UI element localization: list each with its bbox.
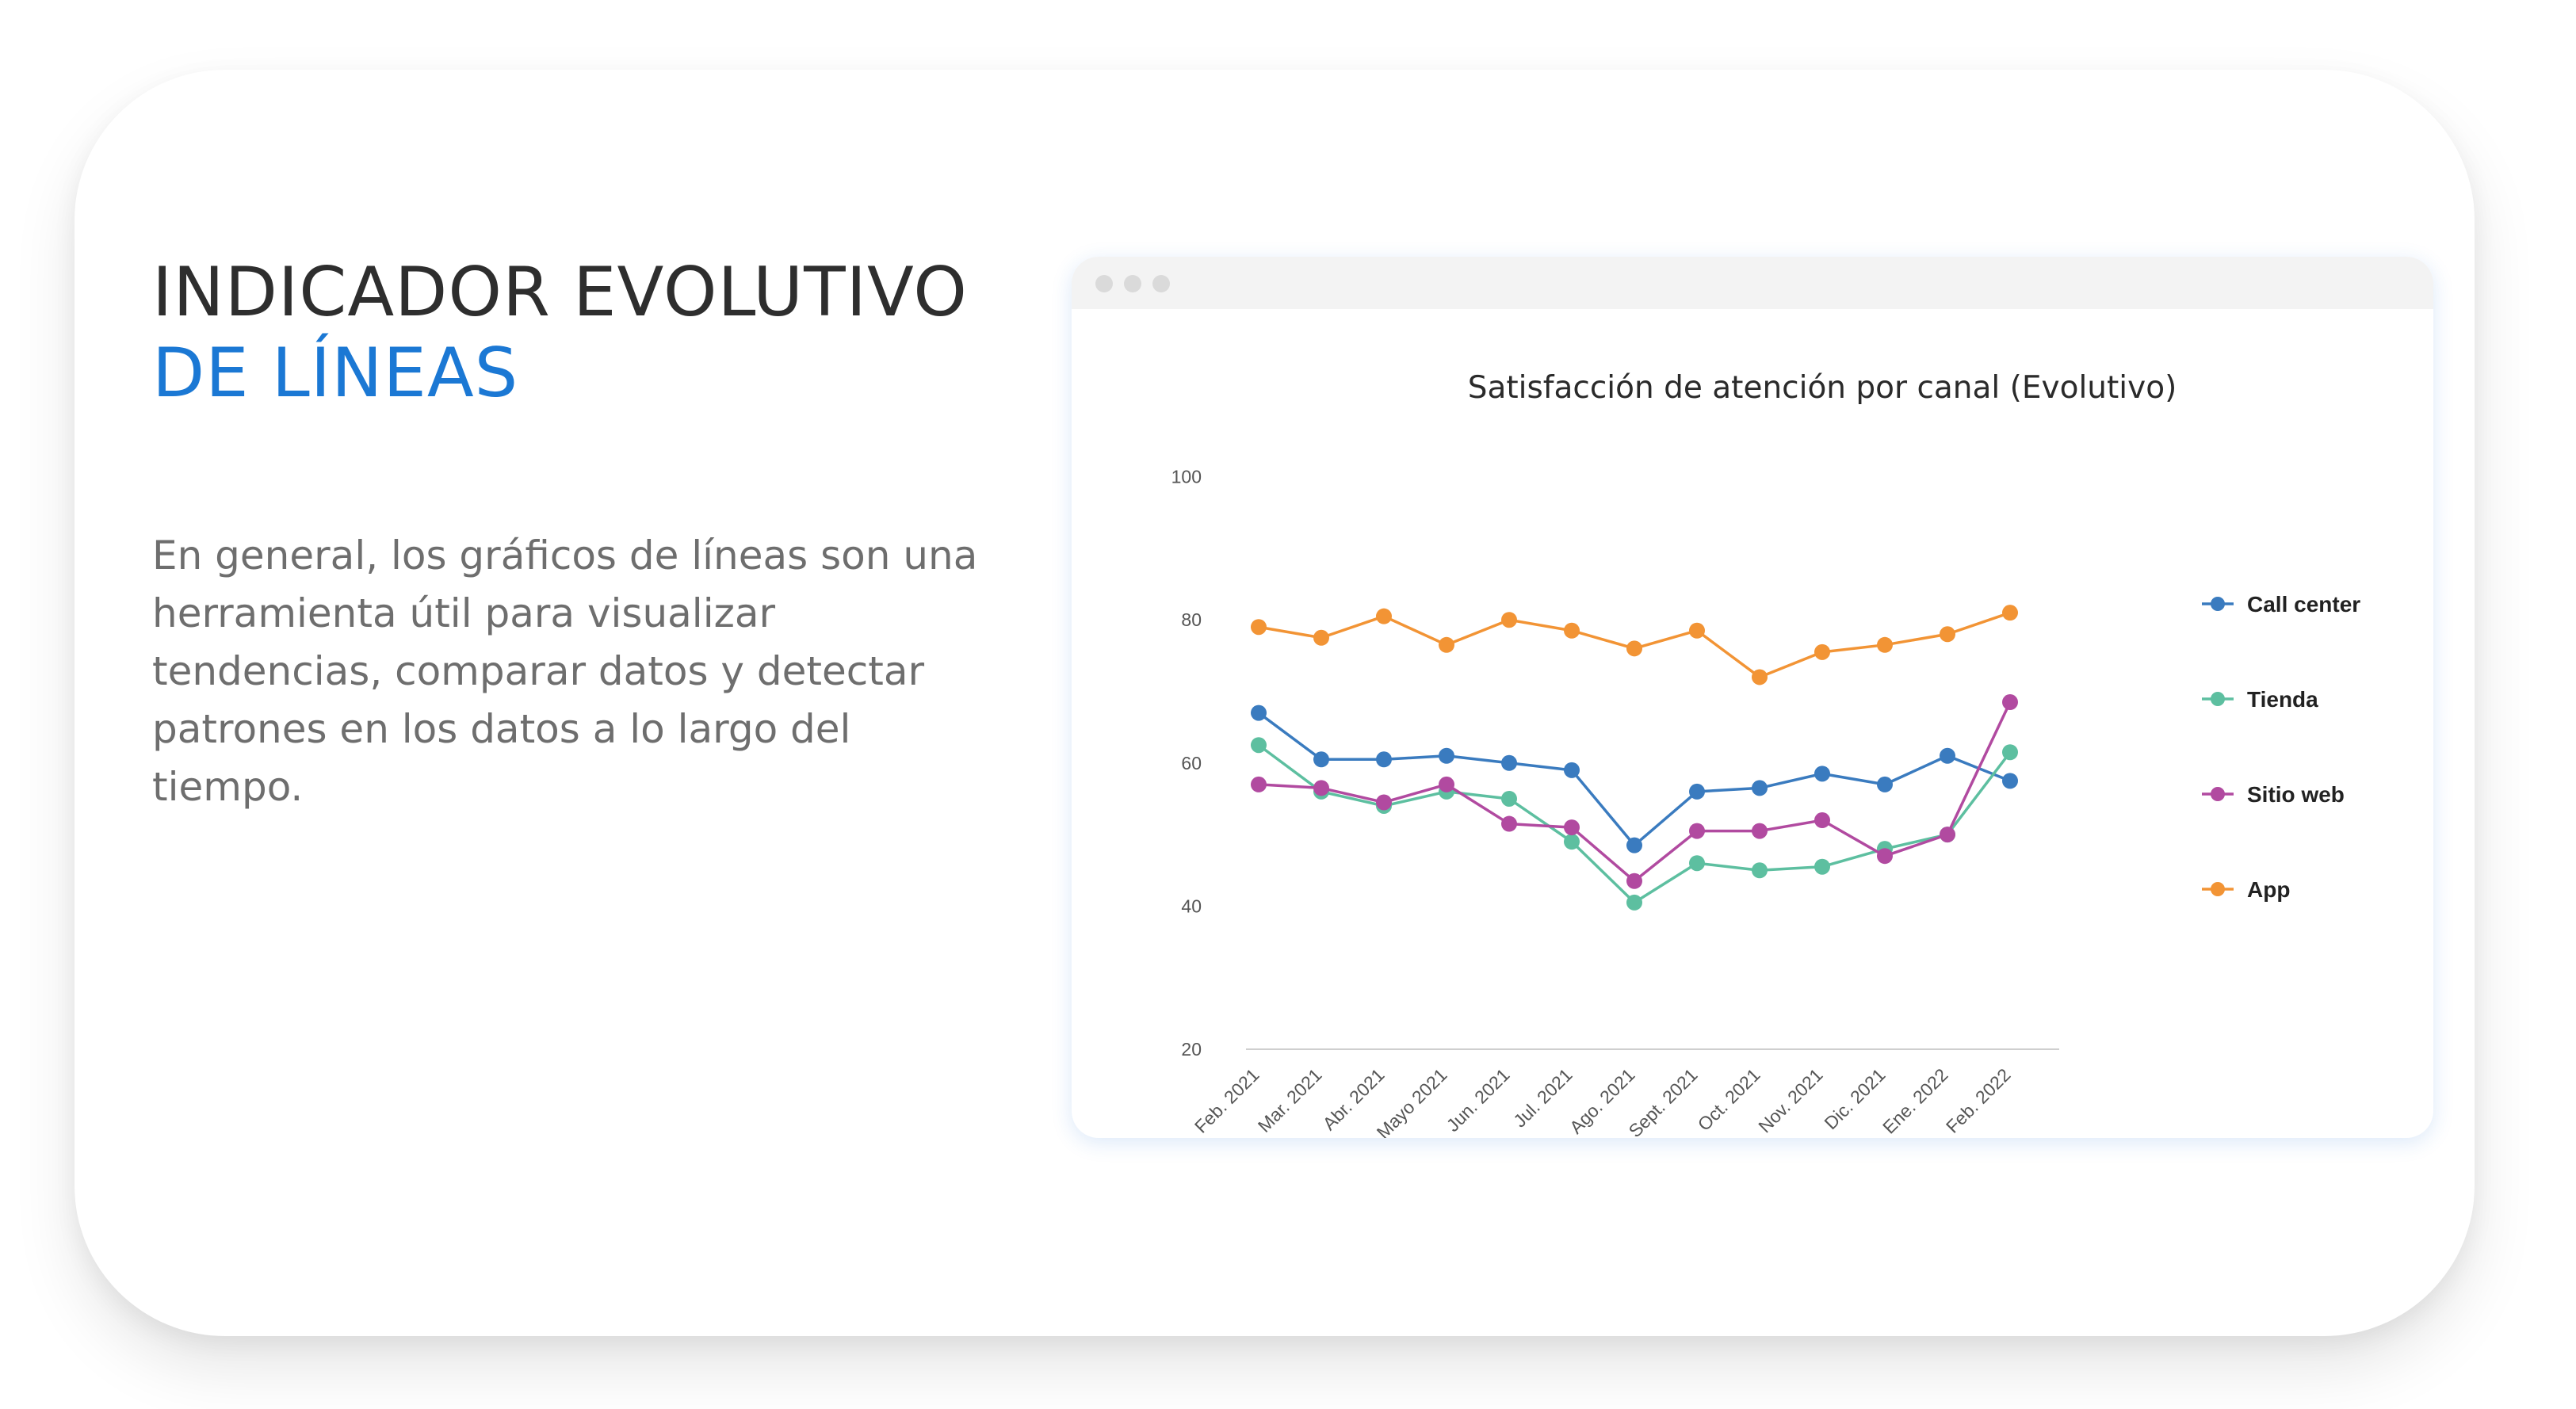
y-axis: 20 40 60 80 100 bbox=[1171, 467, 1202, 1060]
y-tick-label: 80 bbox=[1181, 609, 1202, 630]
data-point-app bbox=[1940, 626, 1955, 643]
window-dot-icon bbox=[1152, 275, 1170, 292]
data-point-sitio-web bbox=[1626, 873, 1642, 889]
y-tick-label: 60 bbox=[1181, 753, 1202, 773]
y-tick-label: 20 bbox=[1181, 1039, 1202, 1060]
data-point-call-center bbox=[1439, 747, 1454, 764]
data-point-call-center bbox=[1376, 751, 1392, 768]
x-tick-label: Sept. 2021 bbox=[1624, 1064, 1701, 1138]
legend-label-app: App bbox=[2247, 877, 2290, 902]
data-point-app bbox=[1752, 669, 1768, 685]
legend-marker-sitio-web bbox=[2211, 787, 2225, 801]
data-point-app bbox=[1313, 629, 1329, 646]
data-point-app bbox=[1689, 622, 1705, 639]
data-point-app bbox=[1564, 622, 1580, 639]
legend-label-sitio-web: Sitio web bbox=[2247, 782, 2345, 807]
data-point-call-center bbox=[1313, 751, 1329, 768]
chart-legend: Call center Tienda Sitio web App bbox=[2202, 592, 2360, 902]
data-point-app bbox=[1439, 636, 1454, 653]
legend-marker-call-center bbox=[2211, 597, 2225, 611]
data-point-app bbox=[1626, 640, 1642, 657]
x-tick-label: Oct. 2021 bbox=[1694, 1064, 1764, 1135]
data-point-tienda bbox=[1501, 790, 1517, 807]
page-heading: INDICADOR EVOLUTIVO DE LÍNEAS bbox=[152, 252, 968, 414]
data-point-tienda bbox=[1814, 858, 1830, 875]
data-point-sitio-web bbox=[1689, 823, 1705, 839]
heading-line-1: INDICADOR EVOLUTIVO bbox=[152, 253, 968, 332]
data-point-tienda bbox=[2002, 744, 2018, 761]
data-point-call-center bbox=[1814, 766, 1830, 782]
data-point-app bbox=[1814, 643, 1830, 660]
data-point-tienda bbox=[1626, 894, 1642, 911]
data-point-call-center bbox=[1689, 783, 1705, 800]
x-tick-label: Feb. 2021 bbox=[1191, 1064, 1263, 1137]
heading-line-2: DE LÍNEAS bbox=[152, 334, 519, 413]
legend-marker-app bbox=[2211, 882, 2225, 896]
legend-marker-tienda bbox=[2211, 692, 2225, 706]
data-point-tienda bbox=[1564, 834, 1580, 850]
data-point-sitio-web bbox=[1877, 848, 1893, 865]
y-tick-label: 100 bbox=[1171, 467, 1202, 487]
x-tick-label: Feb. 2022 bbox=[1942, 1064, 2015, 1137]
window-dot-icon bbox=[1124, 275, 1141, 292]
data-point-call-center bbox=[2002, 773, 2018, 789]
data-point-tienda bbox=[1251, 737, 1267, 754]
data-point-call-center bbox=[1877, 776, 1893, 792]
data-point-app bbox=[1251, 619, 1267, 636]
line-chart: Satisfacción de atención por canal (Evol… bbox=[1171, 370, 2361, 1138]
x-tick-label: Ene. 2022 bbox=[1878, 1064, 1952, 1138]
x-tick-label: Mar. 2021 bbox=[1254, 1064, 1326, 1136]
data-point-app bbox=[1501, 612, 1517, 628]
data-point-call-center bbox=[1940, 747, 1955, 764]
data-point-sitio-web bbox=[1501, 815, 1517, 832]
data-point-sitio-web bbox=[1814, 812, 1830, 829]
legend-label-tienda: Tienda bbox=[2247, 687, 2318, 712]
data-point-app bbox=[1376, 608, 1392, 624]
data-point-tienda bbox=[1752, 862, 1768, 879]
x-tick-label: Nov. 2021 bbox=[1754, 1064, 1826, 1136]
series-layer bbox=[1251, 605, 2018, 911]
data-point-call-center bbox=[1752, 780, 1768, 796]
y-tick-label: 40 bbox=[1181, 895, 1202, 916]
chart-title: Satisfacción de atención por canal (Evol… bbox=[1468, 370, 2177, 406]
series-line-call-center bbox=[1257, 712, 2011, 847]
data-point-tienda bbox=[1689, 855, 1705, 872]
data-point-call-center bbox=[1251, 704, 1267, 721]
data-point-sitio-web bbox=[1940, 827, 1955, 843]
data-point-sitio-web bbox=[1313, 780, 1329, 796]
data-point-call-center bbox=[1626, 837, 1642, 853]
data-point-sitio-web bbox=[1251, 776, 1267, 792]
legend-label-call-center: Call center bbox=[2247, 592, 2360, 617]
x-tick-label: Jun. 2021 bbox=[1443, 1064, 1514, 1136]
data-point-app bbox=[1877, 636, 1893, 653]
data-point-sitio-web bbox=[1752, 823, 1768, 839]
series-line-sitio-web bbox=[1258, 701, 2012, 883]
data-point-call-center bbox=[1501, 754, 1517, 771]
browser-titlebar bbox=[1072, 257, 2433, 309]
x-tick-label: Jul. 2021 bbox=[1509, 1064, 1576, 1131]
data-point-app bbox=[2002, 605, 2018, 621]
data-point-call-center bbox=[1564, 762, 1580, 778]
data-point-sitio-web bbox=[1564, 819, 1580, 836]
window-dot-icon bbox=[1095, 275, 1113, 292]
description-text: En general, los gráficos de líneas son u… bbox=[152, 533, 978, 810]
data-point-sitio-web bbox=[1376, 794, 1392, 811]
browser-window: Satisfacción de atención por canal (Evol… bbox=[1072, 257, 2433, 1138]
data-point-sitio-web bbox=[1439, 776, 1454, 792]
data-point-sitio-web bbox=[2002, 694, 2018, 711]
